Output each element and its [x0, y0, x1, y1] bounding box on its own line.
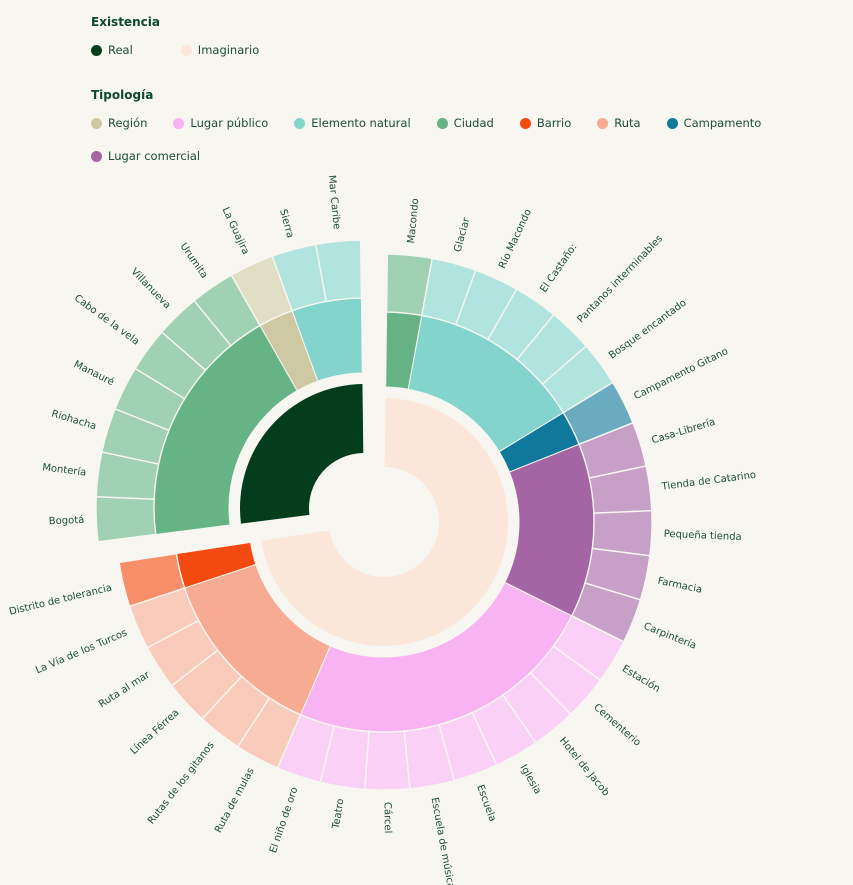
existencia-arc-imaginario[interactable] [261, 398, 508, 646]
place-arc-bogota[interactable] [95, 495, 157, 543]
swatch-dot-icon [91, 44, 102, 56]
legend-item-label: Lugar comercial [108, 149, 201, 163]
legend-item-label: Imaginario [197, 43, 260, 57]
legend-item-label: Campamento [683, 116, 762, 130]
swatch-dot-icon [597, 117, 609, 129]
legend-title-tipologia: Tipología [91, 88, 154, 102]
place-label: Teatro [331, 798, 347, 831]
place-arc-distrito-de-tolerancia[interactable] [118, 552, 186, 608]
place-label: Montería [42, 461, 87, 478]
legend-item-label: Elemento natural [311, 116, 411, 130]
legend-item-imaginario[interactable]: Imaginario [180, 43, 260, 57]
legend-item-lugar-público[interactable]: Lugar público [173, 116, 268, 130]
place-label: Farmacia [657, 576, 703, 596]
legend-item-label: Lugar público [190, 116, 269, 130]
legend-item-campamento[interactable]: Campamento [666, 116, 762, 130]
place-label: Ruta al mar [97, 669, 153, 710]
legend-item-label: Ciudad [453, 116, 494, 130]
place-label: Pantanos interminables [575, 233, 665, 325]
place-label: La Vía de los Turcos [34, 627, 129, 677]
legend-item-región[interactable]: Región [91, 116, 147, 130]
swatch-dot-icon [294, 117, 306, 129]
legend-item-label: Real [108, 43, 133, 57]
legend-item-label: Ruta [614, 116, 641, 130]
place-label: Pequeña tienda [663, 529, 741, 543]
existencia-arc-real[interactable] [240, 384, 364, 524]
place-label: Manauré [72, 358, 116, 388]
place-label: Escuela de música [428, 796, 457, 885]
swatch-dot-icon [666, 117, 678, 129]
place-label: Casa-Librería [650, 416, 716, 447]
swatch-dot-icon [180, 44, 192, 56]
place-label: Iglesia [517, 763, 543, 797]
legend-item-label: Región [108, 116, 148, 130]
place-label: El Castaño: [538, 242, 579, 295]
place-label: Carpintería [642, 620, 698, 652]
legend-tipologia-row2: Lugar comercial [91, 149, 811, 163]
place-label: Villanueva [128, 266, 172, 311]
place-label: El niño de oro [268, 786, 300, 855]
place-arc-carcel[interactable] [364, 730, 411, 791]
legend-item-real[interactable]: Real [91, 43, 133, 57]
place-label: Campamento Gitano [632, 346, 730, 402]
place-label: Estación [620, 663, 662, 695]
place-label: Ruta de mulas [213, 766, 257, 835]
legend-item-barrio[interactable]: Barrio [519, 116, 572, 130]
legend-item-lugar-comercial[interactable]: Lugar comercial [91, 149, 200, 163]
place-label: Río Macondo [496, 207, 534, 270]
place-label: Urumita [178, 241, 210, 280]
place-label: Riohacha [50, 408, 97, 432]
group-imaginario: Macondo Glaciar Río Macondo El Castaño:Pant… [8, 198, 757, 885]
legend-title-existencia: Existencia [91, 15, 160, 29]
place-arc-mar-caribe[interactable] [314, 239, 363, 303]
legend-item-label: Barrio [536, 116, 572, 130]
place-label: Hotel de Jacob [557, 735, 611, 798]
place-label: Mar Caribe [326, 175, 342, 230]
place-label: Sierra [277, 208, 295, 239]
legend-item-elemento-natural[interactable]: Elemento natural [294, 116, 411, 130]
place-label: Línea Férrea [128, 707, 182, 757]
place-label: Glaciar [453, 216, 473, 254]
place-label: Distrito de tolerancia [8, 582, 113, 617]
place-label: Bosque encantado [607, 298, 689, 362]
legend-existencia: Real Imaginario [91, 43, 811, 57]
place-label: Escuela [474, 783, 497, 823]
place-label: Tienda de Catarino [660, 470, 757, 493]
swatch-dot-icon [436, 117, 448, 129]
place-label: Cementerio [591, 702, 642, 749]
place-label: Bogotá [49, 514, 85, 527]
place-label: Macondo [406, 198, 421, 244]
swatch-dot-icon [91, 117, 102, 129]
swatch-dot-icon [519, 117, 531, 129]
place-label: Rutas de los gitanos [146, 740, 217, 827]
legend-item-ruta[interactable]: Ruta [597, 116, 641, 130]
place-label: Cabo de la vela [72, 293, 141, 348]
swatch-dot-icon [91, 150, 102, 162]
place-label: La Guajira [220, 206, 251, 257]
group-real: Bogotá Montería Riohacha Manauré Cabo de la … [42, 175, 364, 543]
legend-tipologia-row1: Región Lugar público Elemento natural Ciuda… [91, 116, 811, 130]
place-label: Cárcel [382, 802, 394, 834]
legend-item-ciudad[interactable]: Ciudad [436, 116, 494, 130]
swatch-dot-icon [173, 117, 185, 129]
